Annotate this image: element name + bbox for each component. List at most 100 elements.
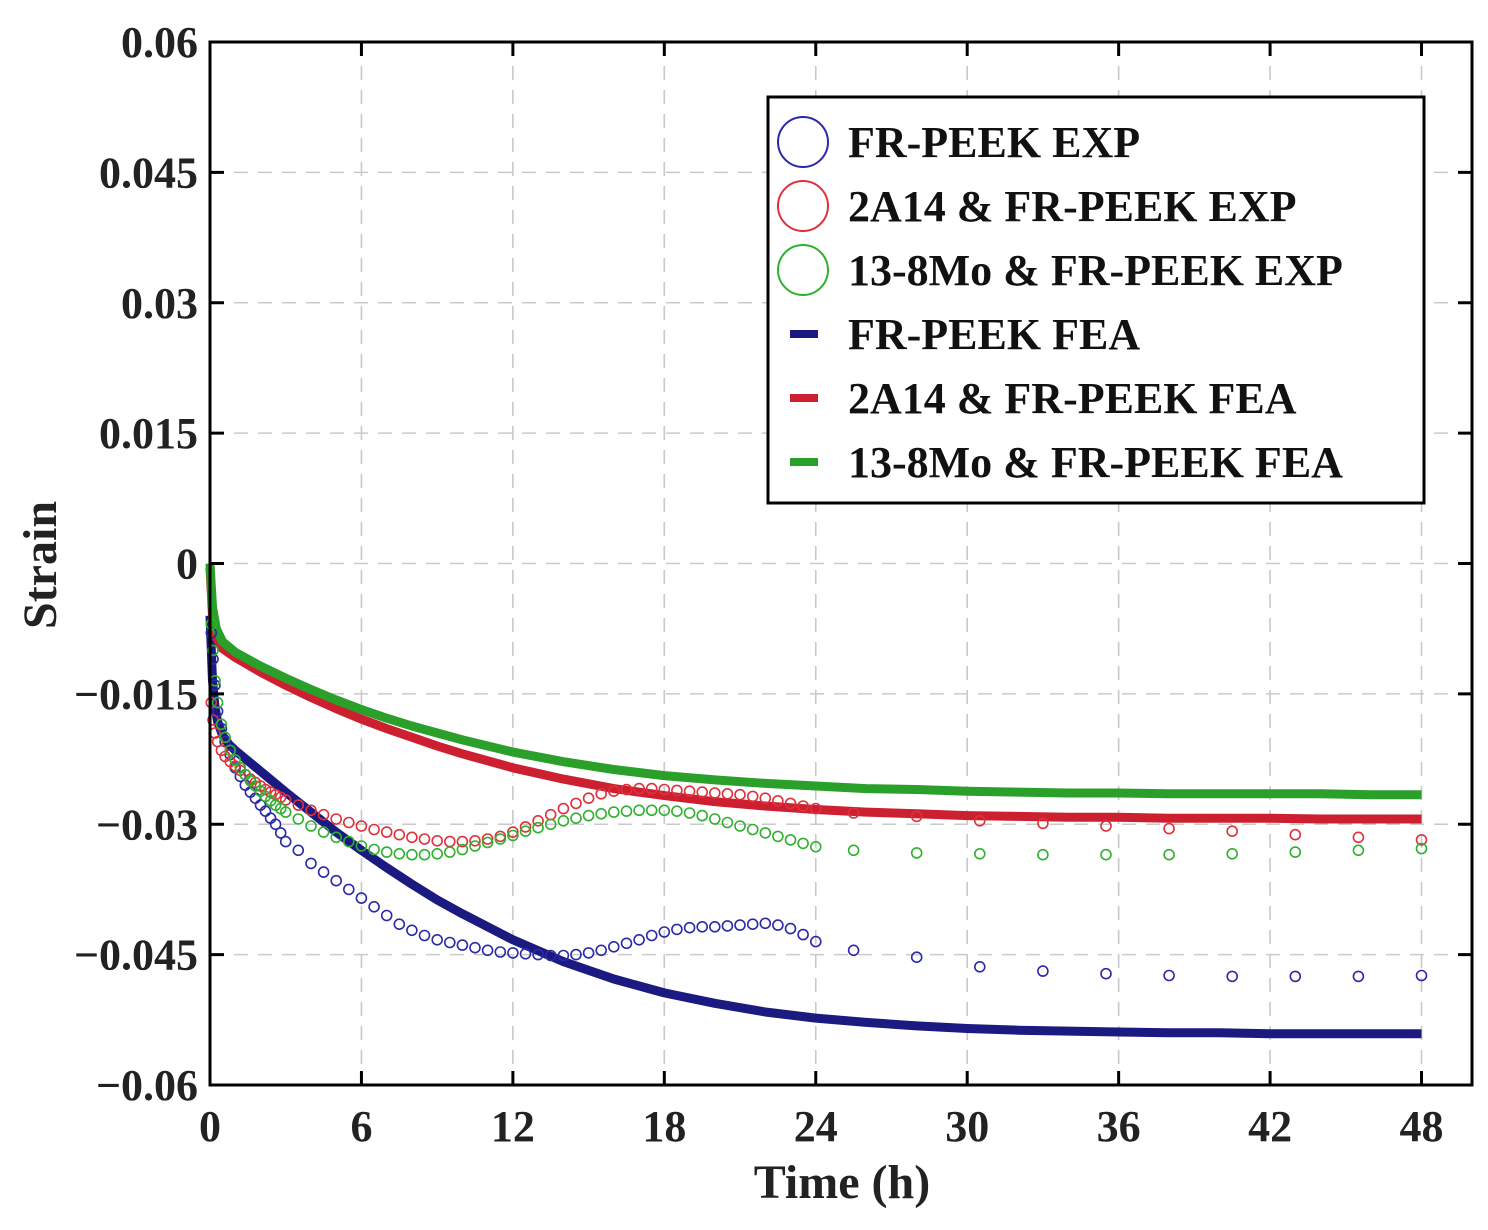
data-point bbox=[734, 919, 746, 931]
data-point bbox=[469, 840, 481, 852]
data-point bbox=[406, 831, 418, 844]
data-point bbox=[607, 806, 620, 818]
legend-label: FR-PEEK FEA bbox=[848, 310, 1140, 359]
data-point bbox=[279, 835, 292, 848]
data-point bbox=[746, 918, 759, 931]
data-point bbox=[1226, 825, 1238, 838]
data-point bbox=[620, 805, 633, 818]
data-point bbox=[696, 809, 709, 822]
data-point bbox=[481, 944, 494, 957]
data-point bbox=[658, 926, 671, 938]
data-point bbox=[317, 808, 330, 821]
data-point bbox=[1226, 970, 1238, 983]
data-point bbox=[215, 718, 228, 731]
data-point bbox=[620, 937, 633, 950]
data-point bbox=[355, 840, 368, 852]
legend-box bbox=[766, 95, 1426, 505]
data-point bbox=[671, 784, 683, 797]
data-point bbox=[532, 948, 544, 961]
data-point bbox=[292, 799, 305, 811]
x-tick-label: 48 bbox=[1400, 1102, 1444, 1151]
data-point bbox=[772, 794, 784, 807]
y-tick-label: −0.015 bbox=[74, 670, 198, 719]
data-point bbox=[797, 837, 809, 850]
data-point bbox=[469, 834, 481, 847]
y-tick-label: −0.06 bbox=[96, 1061, 198, 1110]
data-point bbox=[1100, 848, 1112, 861]
data-point bbox=[274, 827, 287, 839]
data-point bbox=[708, 920, 721, 933]
data-point bbox=[1100, 820, 1112, 832]
data-point bbox=[1163, 969, 1175, 982]
data-point bbox=[658, 804, 671, 817]
data-point bbox=[595, 944, 608, 957]
data-point bbox=[708, 787, 721, 799]
data-point bbox=[1163, 822, 1175, 835]
data-point bbox=[595, 807, 608, 820]
data-point bbox=[507, 826, 519, 838]
data-point bbox=[330, 874, 343, 887]
data-point bbox=[342, 816, 355, 829]
data-point bbox=[305, 804, 317, 817]
data-point bbox=[219, 731, 231, 744]
data-point bbox=[215, 744, 228, 757]
data-point bbox=[847, 944, 860, 957]
data-point bbox=[1352, 844, 1365, 857]
legend-label: FR-PEEK EXP bbox=[848, 118, 1140, 167]
y-tick-label: 0.015 bbox=[99, 409, 198, 458]
data-point bbox=[570, 797, 582, 810]
data-point bbox=[746, 790, 759, 803]
data-point bbox=[633, 804, 645, 817]
data-point bbox=[380, 909, 393, 922]
data-point bbox=[721, 787, 734, 800]
data-point bbox=[582, 809, 595, 822]
data-point bbox=[1289, 846, 1302, 858]
data-point bbox=[557, 949, 570, 962]
data-point bbox=[355, 820, 368, 832]
data-point bbox=[1352, 831, 1365, 844]
axis-ticks: 0 6 12 18 24 30 36 42 48 0.06 0.045 0.03 0.015 0 −0.01… bbox=[74, 18, 1472, 1151]
data-point bbox=[519, 825, 532, 838]
x-tick-label: 18 bbox=[642, 1102, 686, 1151]
data-point bbox=[721, 920, 734, 932]
data-point bbox=[418, 848, 431, 861]
data-point bbox=[797, 800, 809, 812]
data-point bbox=[759, 827, 772, 839]
series-line-2a14-fr-peek-fea bbox=[205, 567, 1422, 824]
data-point bbox=[305, 857, 317, 870]
x-tick-label: 12 bbox=[491, 1102, 535, 1151]
data-point bbox=[582, 947, 595, 959]
data-point bbox=[317, 826, 330, 838]
data-point bbox=[696, 786, 709, 798]
data-point bbox=[595, 787, 608, 800]
data-point bbox=[481, 833, 494, 845]
y-tick-label: −0.03 bbox=[96, 800, 198, 849]
data-point bbox=[1100, 967, 1112, 980]
y-axis-title: Strain bbox=[14, 501, 67, 629]
data-point bbox=[494, 946, 507, 958]
data-point bbox=[696, 920, 709, 933]
data-series bbox=[205, 563, 1428, 1039]
data-point bbox=[1037, 965, 1049, 977]
data-point bbox=[910, 951, 923, 964]
data-point bbox=[708, 813, 721, 825]
legend-marker-circle bbox=[777, 244, 829, 296]
data-point bbox=[645, 804, 658, 817]
data-point bbox=[368, 843, 380, 856]
data-point bbox=[910, 810, 923, 823]
data-point bbox=[393, 828, 406, 841]
data-point bbox=[342, 883, 355, 896]
data-point bbox=[456, 835, 469, 848]
legend: FR-PEEK EXP 2A14 & FR-PEEK EXP 13-8Mo & FR… bbox=[766, 95, 1426, 505]
data-point bbox=[671, 923, 683, 936]
data-point bbox=[1037, 817, 1049, 830]
data-point bbox=[809, 935, 822, 948]
legend-label: 13-8Mo & FR-PEEK FEA bbox=[848, 438, 1343, 487]
x-axis-title: Time (h) bbox=[754, 1156, 930, 1209]
data-point bbox=[406, 848, 418, 861]
data-point bbox=[207, 644, 219, 657]
legend-marker-circle bbox=[777, 116, 829, 168]
data-point bbox=[784, 834, 797, 846]
x-tick-label: 36 bbox=[1097, 1102, 1141, 1151]
